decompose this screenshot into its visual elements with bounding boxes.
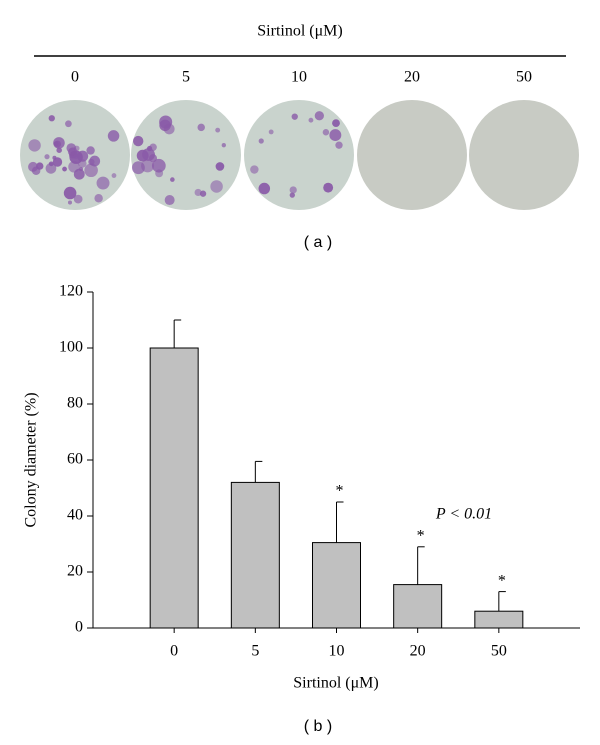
colony — [67, 147, 76, 156]
dishes — [20, 100, 579, 210]
x-tick-label: 0 — [170, 643, 178, 660]
colony — [215, 162, 225, 171]
y-tick-label: 60 — [67, 451, 83, 468]
colony — [291, 113, 298, 120]
y-tick-label: 80 — [67, 395, 83, 412]
colony — [197, 123, 205, 132]
dish-label: 5 — [182, 69, 190, 86]
colony — [170, 177, 175, 182]
y-tick-label: 100 — [59, 339, 83, 356]
colony — [62, 166, 67, 172]
significance-marker: * — [498, 572, 506, 589]
colony — [314, 111, 324, 121]
colony — [36, 162, 44, 170]
colony — [73, 168, 85, 180]
colony — [53, 141, 59, 147]
bar — [474, 610, 524, 629]
colony — [151, 158, 166, 173]
colony — [308, 117, 314, 123]
colony — [335, 141, 343, 149]
colony — [48, 115, 55, 122]
colony — [322, 128, 330, 136]
colony — [194, 188, 202, 197]
colony — [45, 163, 57, 174]
x-tick-label: 20 — [410, 643, 426, 660]
colony — [88, 158, 95, 166]
x-tick-label: 50 — [491, 643, 507, 660]
colony — [84, 163, 98, 178]
colony — [258, 182, 271, 195]
dish-label: 20 — [404, 69, 420, 86]
colony — [94, 194, 103, 203]
dish — [469, 100, 579, 210]
colony — [65, 120, 72, 128]
panel-b-caption: ( b ) — [304, 718, 332, 735]
colony — [268, 129, 274, 135]
colony — [141, 159, 155, 173]
colony — [149, 154, 158, 163]
bar — [312, 542, 361, 629]
colony — [210, 180, 223, 193]
colony — [155, 169, 164, 178]
colony — [67, 200, 73, 205]
y-tick-label: 40 — [67, 507, 83, 524]
colony — [107, 130, 120, 142]
x-tick-label: 5 — [251, 643, 259, 660]
bar — [230, 481, 280, 629]
panel-a-title: Sirtinol (μM) — [257, 23, 342, 40]
colony — [289, 192, 295, 198]
colony — [52, 157, 63, 167]
dish-label: 10 — [291, 69, 307, 86]
significance-marker: * — [336, 483, 344, 500]
colony — [289, 186, 297, 194]
colony — [44, 154, 50, 160]
panel-a-caption: ( a ) — [304, 234, 332, 251]
colony — [215, 127, 221, 133]
x-tick-label: 10 — [329, 643, 345, 660]
annotation: P < 0.01 — [435, 506, 492, 523]
colony — [78, 166, 84, 172]
colony — [332, 119, 340, 128]
colony — [77, 150, 89, 162]
colony — [323, 182, 334, 193]
colony — [163, 123, 175, 135]
dish — [357, 100, 467, 210]
colony — [250, 165, 259, 174]
colony — [329, 129, 342, 142]
dish-label: 50 — [516, 69, 532, 86]
colony — [258, 138, 264, 144]
colony — [133, 135, 144, 147]
colony — [96, 176, 110, 190]
colony — [221, 142, 226, 148]
colony — [86, 146, 95, 155]
colony — [111, 173, 117, 178]
y-axis-label: Colony diameter (%) — [23, 392, 40, 527]
y-tick-label: 0 — [75, 619, 83, 636]
colony — [199, 190, 207, 197]
colony — [28, 161, 38, 172]
colony — [28, 139, 41, 152]
colony — [164, 195, 175, 206]
colony — [56, 147, 62, 153]
dish-label: 0 — [71, 69, 79, 86]
colony — [149, 143, 157, 151]
bar — [149, 347, 199, 629]
x-axis-label: Sirtinol (μM) — [293, 675, 378, 692]
colony — [73, 194, 83, 204]
colony — [63, 186, 77, 200]
y-tick-label: 20 — [67, 563, 83, 580]
y-tick-label: 120 — [59, 283, 83, 300]
dish — [244, 100, 354, 210]
significance-marker: * — [417, 527, 425, 544]
bar — [393, 584, 443, 629]
